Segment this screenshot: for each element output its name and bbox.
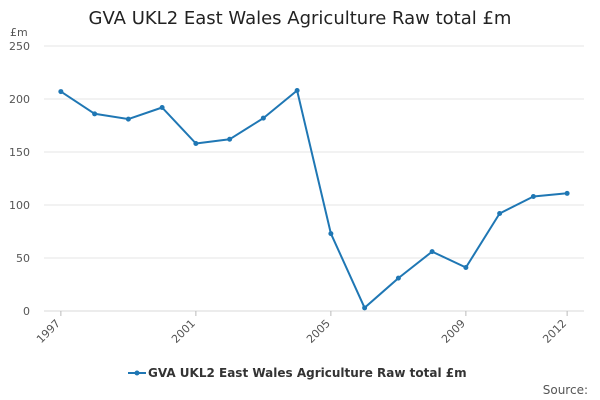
x-tick-label-2005: 2005 (304, 317, 333, 346)
y-tick-label-100: 100 (9, 199, 30, 212)
x-tick-label-1997: 1997 (34, 317, 63, 346)
data-point-2007[interactable] (395, 275, 401, 281)
legend-label: GVA UKL2 East Wales Agriculture Raw tota… (148, 366, 467, 380)
data-point-1999[interactable] (125, 116, 131, 122)
data-point-2005[interactable] (328, 231, 334, 237)
source-label: Source: (543, 383, 588, 397)
legend[interactable]: GVA UKL2 East Wales Agriculture Raw tota… (128, 366, 467, 380)
y-tick-label-150: 150 (9, 146, 30, 159)
data-point-2004[interactable] (294, 88, 300, 94)
gridlines (44, 45, 584, 312)
x-tick-label-2012: 2012 (540, 317, 569, 346)
data-point-2000[interactable] (159, 104, 165, 110)
y-tick-label-0: 0 (23, 305, 30, 318)
x-tick-label-2009: 2009 (439, 317, 468, 346)
legend-point-marker (134, 370, 140, 376)
data-point-2002[interactable] (227, 136, 233, 142)
data-point-2012[interactable] (564, 190, 570, 196)
series-line-0[interactable] (60, 89, 568, 309)
x-axis: 1997 2001 2005 2009 2012 (34, 310, 584, 346)
data-point-1997[interactable] (58, 89, 64, 95)
data-point-2011[interactable] (530, 194, 536, 200)
y-tick-label-200: 200 (9, 93, 30, 106)
x-tick-label-2001: 2001 (169, 317, 198, 346)
data-point-1998[interactable] (92, 111, 98, 117)
data-point-2010[interactable] (497, 210, 503, 216)
data-point-2003[interactable] (260, 115, 266, 121)
data-series (58, 88, 570, 311)
y-tick-label-50: 50 (16, 252, 30, 265)
y-axis-tick-labels: 0 50 100 150 200 250 (9, 40, 30, 318)
data-point-2009[interactable] (463, 265, 469, 271)
data-point-2008[interactable] (429, 249, 435, 255)
y-axis-unit-label: £m (10, 26, 28, 39)
chart-title: GVA UKL2 East Wales Agriculture Raw tota… (89, 8, 512, 29)
data-point-2001[interactable] (193, 141, 199, 147)
data-point-2006[interactable] (362, 305, 368, 311)
y-tick-label-250: 250 (9, 40, 30, 53)
